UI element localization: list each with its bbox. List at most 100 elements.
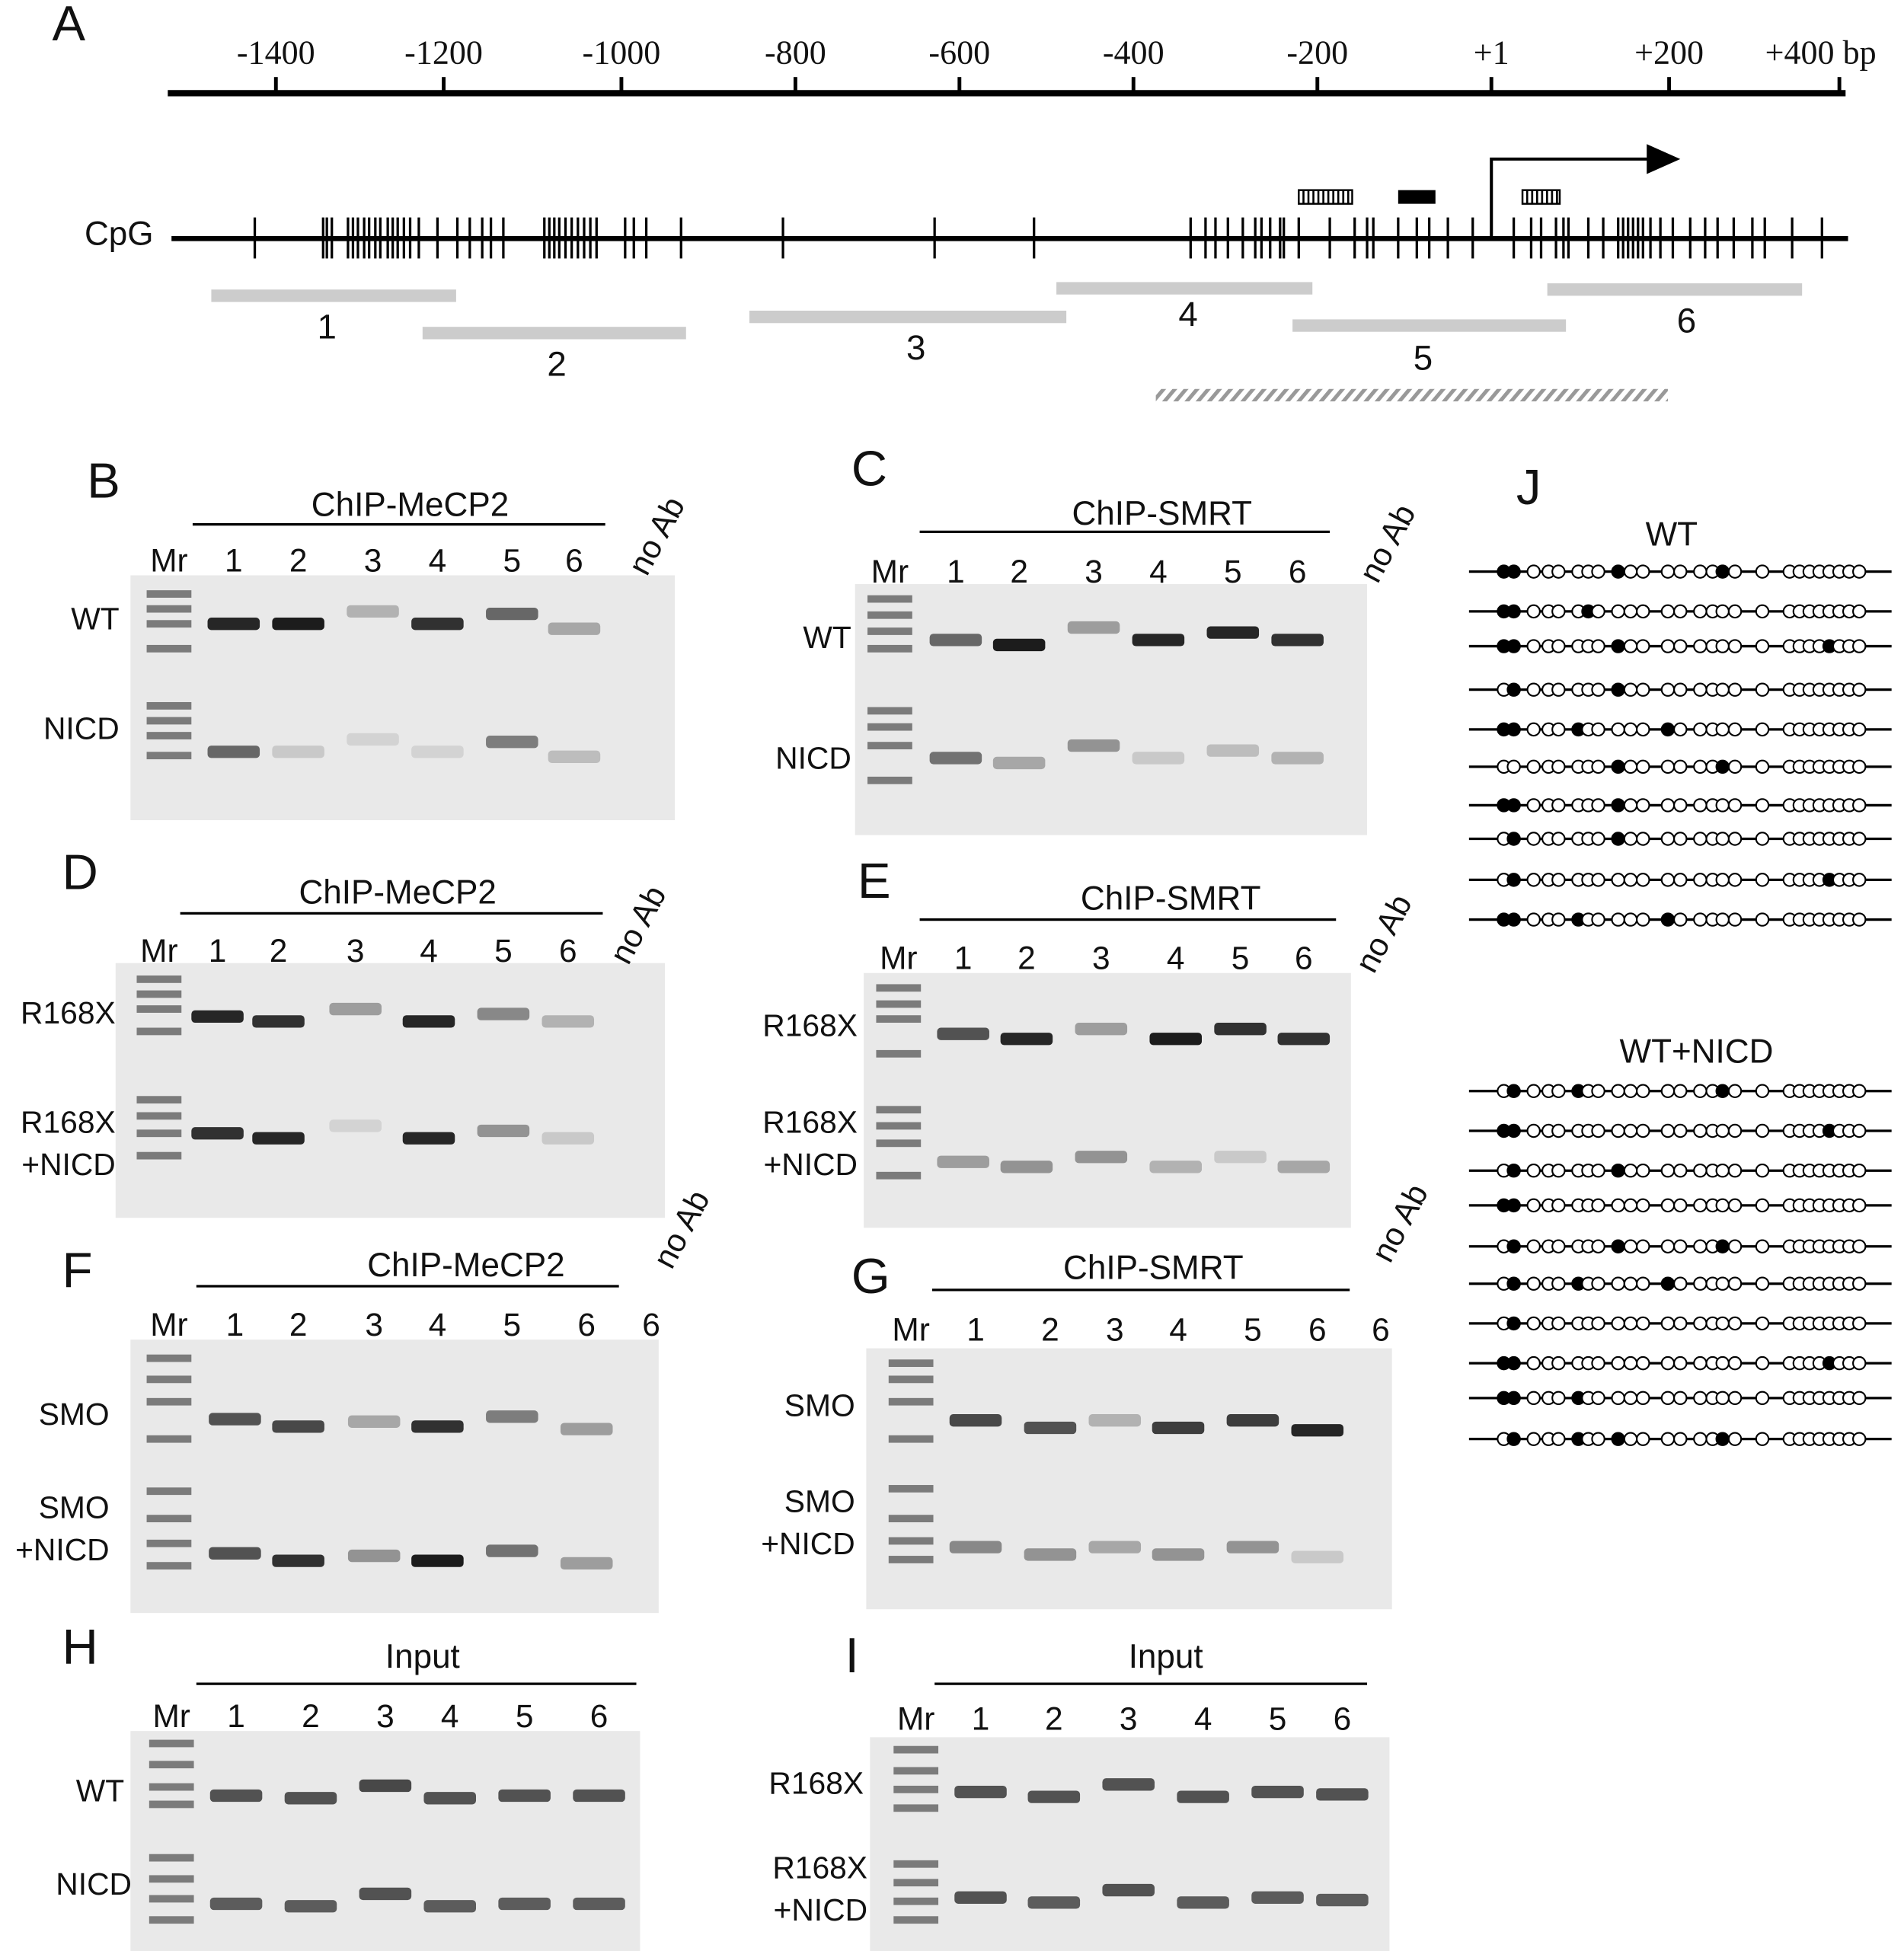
ladder-band — [893, 1916, 939, 1924]
dna-band — [954, 1785, 1007, 1799]
bisulfite-region — [1155, 388, 1668, 402]
ladder-band — [149, 1895, 194, 1903]
axis-tick-label: -600 — [928, 34, 990, 72]
cpg-circle — [1693, 604, 1708, 619]
cpg-circle — [1660, 639, 1676, 653]
cpg-circle — [1551, 722, 1566, 737]
cpg-circle — [1611, 722, 1625, 737]
cpg-circle — [1715, 1316, 1730, 1331]
cpg-circle — [1591, 759, 1605, 774]
cpg-circle — [1526, 759, 1541, 774]
ladder-band — [149, 1783, 194, 1791]
axis-tick-label: -800 — [765, 34, 826, 72]
cpg-circle — [1673, 1391, 1688, 1406]
cpg-circle — [1660, 873, 1676, 887]
ladder-band — [888, 1485, 934, 1493]
cpg-circle — [1506, 604, 1521, 619]
cpg-circle — [1623, 682, 1638, 697]
cpg-circle — [1526, 832, 1541, 846]
dna-band — [954, 1891, 1007, 1904]
cpg-circle — [1693, 564, 1708, 579]
axis-tick-label: -1400 — [237, 34, 315, 72]
lane-label: 2 — [289, 542, 308, 578]
cpg-circle — [1715, 759, 1730, 774]
cpg-circle — [1551, 759, 1566, 774]
ladder-band — [893, 1745, 939, 1754]
dna-band — [1271, 634, 1324, 647]
ladder-band — [146, 620, 192, 628]
no-antibody-label: no Ab — [602, 880, 672, 969]
dna-band — [272, 746, 324, 758]
cpg-circle — [1660, 912, 1676, 927]
cpg-circle — [1526, 639, 1541, 653]
lane-label: Mr — [140, 933, 177, 969]
cpg-circle — [1852, 1198, 1867, 1213]
cpg-circle — [1623, 1432, 1638, 1446]
cpg-circle — [1755, 759, 1770, 774]
ladder-band — [893, 1897, 939, 1905]
lane-label: 4 — [429, 542, 447, 578]
dna-band — [992, 638, 1046, 652]
cpg-circle — [1623, 759, 1638, 774]
cpg-circle — [1623, 564, 1638, 579]
cpg-circle — [1660, 798, 1676, 813]
cpg-circle — [1591, 1316, 1605, 1331]
cpg-circle — [1852, 912, 1867, 927]
dna-band — [207, 746, 260, 758]
cpg-circle — [1636, 1355, 1650, 1371]
cpg-circle — [1526, 564, 1541, 579]
cpg-circle — [1526, 1316, 1541, 1331]
gel — [130, 1731, 641, 1951]
dna-band — [486, 607, 538, 621]
cpg-circle — [1623, 1084, 1638, 1098]
cpg-circle — [1852, 1084, 1867, 1098]
cpg-circle — [1727, 1163, 1743, 1178]
cpg-circle — [1727, 564, 1743, 579]
ladder-band — [149, 1916, 194, 1924]
cpg-circle — [1660, 1198, 1676, 1213]
cpg-circle — [1852, 798, 1867, 813]
lane-label: 1 — [227, 1698, 245, 1734]
dna-band — [1067, 739, 1120, 752]
cpg-circle — [1727, 1198, 1743, 1213]
cpg-circle — [1727, 873, 1743, 887]
cpg-circle — [1660, 759, 1676, 774]
ladder-band — [136, 990, 182, 998]
dna-band — [541, 1015, 595, 1028]
dna-band — [1214, 1023, 1267, 1036]
ladder-band — [888, 1375, 934, 1384]
lane-label: Mr — [152, 1698, 190, 1734]
cpg-circle — [1693, 1163, 1708, 1178]
cpg-circle — [1551, 873, 1566, 887]
row-label: R168X — [762, 1007, 858, 1043]
cpg-circle — [1755, 1239, 1770, 1253]
ladder-band — [146, 752, 192, 760]
cpg-circle — [1660, 1391, 1676, 1406]
cpg-circle — [1551, 1316, 1566, 1331]
dna-band — [347, 1549, 401, 1563]
lane-label: Mr — [892, 1312, 929, 1348]
cpg-circle — [1551, 682, 1566, 697]
cpg-circle — [1506, 912, 1521, 927]
cpg-circle — [1755, 798, 1770, 813]
cpg-circle — [1673, 912, 1688, 927]
cpg-circle — [1551, 912, 1566, 927]
panel-label: I — [845, 1627, 859, 1683]
ladder-band — [136, 1129, 182, 1138]
cpg-circle — [1636, 1239, 1650, 1253]
cpg-circle — [1591, 1432, 1605, 1446]
dna-band — [1277, 1161, 1331, 1173]
cpg-circle — [1660, 1276, 1676, 1291]
cpg-circle — [1660, 604, 1676, 619]
cpg-circle — [1591, 1123, 1605, 1138]
cpg-circle — [1727, 832, 1743, 846]
ladder-band — [146, 717, 192, 725]
cpg-circle — [1852, 1355, 1867, 1371]
row-label: R168X — [762, 1105, 858, 1140]
cpg-circle — [1591, 1355, 1605, 1371]
dna-band — [411, 1554, 464, 1567]
cpg-circle — [1715, 1432, 1730, 1446]
dna-band — [252, 1015, 305, 1028]
cpg-circle — [1755, 1163, 1770, 1178]
cpg-circle — [1693, 722, 1708, 737]
